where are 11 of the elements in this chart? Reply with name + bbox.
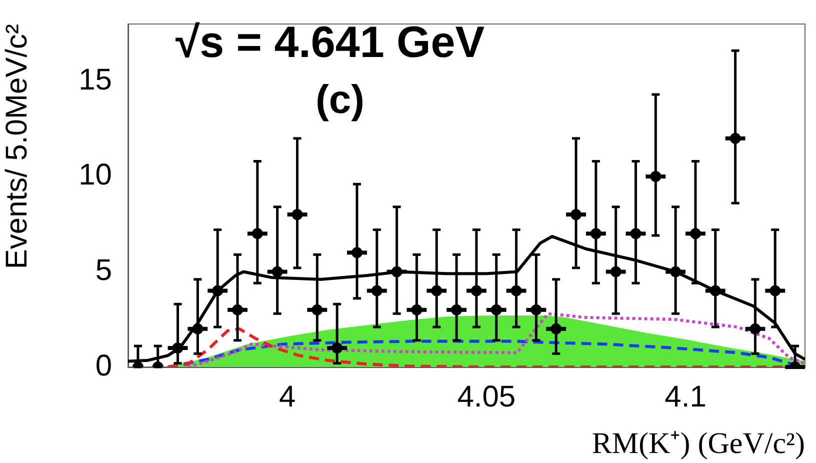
annotation: √s = 4.641 GeV	[175, 18, 486, 68]
x-tick-label: 4.05	[457, 380, 516, 414]
x-tick-label: 4	[278, 380, 296, 414]
y-tick-label: 15	[78, 63, 112, 96]
y-tick-label: 5	[95, 254, 112, 287]
x-axis-title: RM(K⁺) (GeV/c²)	[592, 426, 805, 460]
annotation: (c)	[316, 78, 364, 122]
y-axis-title: Events/ 5.0MeV/c²	[0, 24, 34, 270]
x-tick-label: 4.1	[664, 380, 706, 414]
y-tick-label: 0	[95, 349, 112, 382]
y-tick-label: 10	[78, 158, 112, 192]
